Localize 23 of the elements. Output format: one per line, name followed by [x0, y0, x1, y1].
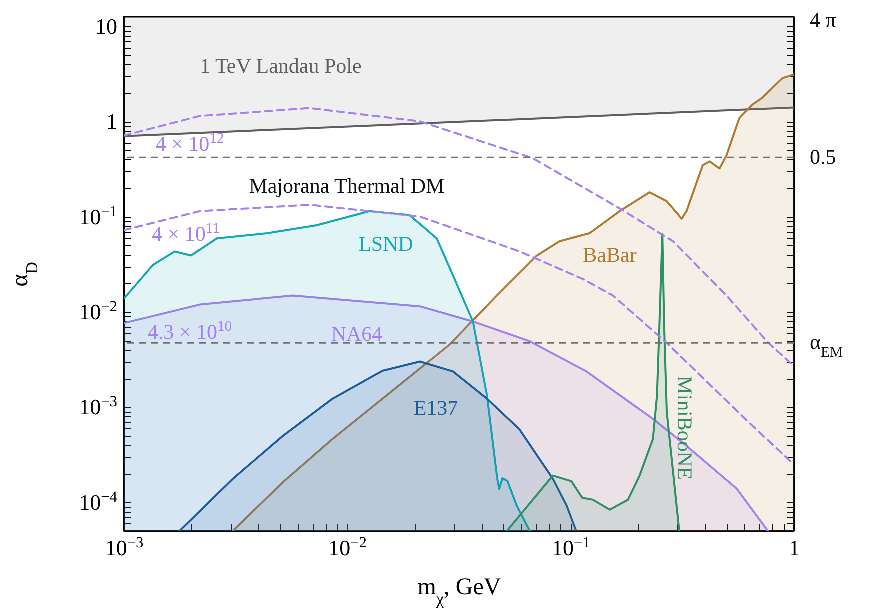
x-axis-title: m$_{χ}$, GeV	[418, 574, 502, 608]
y-tick-label: 10$^{−3}$	[79, 393, 118, 420]
series-label: BaBar	[583, 243, 637, 267]
text: 0.5	[810, 145, 836, 169]
y-tick-label: 10$^{−2}$	[79, 298, 118, 324]
x-tick-label: 10$^{−1}$	[552, 534, 590, 560]
x-tick-label: 10$^{−2}$	[328, 534, 368, 560]
text: α$_{EM}$	[810, 330, 844, 361]
series-label: E137	[414, 396, 458, 420]
y-tick-label: 1	[106, 109, 118, 134]
series-label: 4 × 10$^{12}$	[156, 131, 224, 156]
series-label: 4 × 10$^{11}$	[152, 221, 220, 246]
text: 1 TeV Landau Pole	[200, 54, 362, 78]
series-label: NA64	[331, 322, 384, 346]
y-tick-label: 10$^{−4}$	[79, 488, 118, 515]
x-tick-label: 1	[789, 536, 800, 560]
text: MiniBooNE	[673, 376, 697, 480]
y-tick-label: 10$^{−1}$	[79, 202, 118, 230]
text: 4 π	[810, 8, 837, 32]
series-label: LSND	[358, 232, 414, 256]
annotation: 4.3 × 10$^{10}$	[148, 319, 232, 344]
y-tick-label: 10	[96, 14, 118, 39]
annotation: Majorana Thermal DM	[249, 174, 446, 198]
